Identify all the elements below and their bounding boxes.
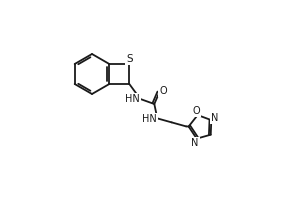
Text: HN: HN: [125, 94, 140, 104]
Text: N: N: [211, 113, 219, 123]
Text: S: S: [126, 54, 133, 64]
Text: N: N: [191, 138, 199, 148]
Text: O: O: [159, 86, 167, 96]
Text: O: O: [193, 106, 200, 116]
Text: HN: HN: [142, 114, 157, 124]
